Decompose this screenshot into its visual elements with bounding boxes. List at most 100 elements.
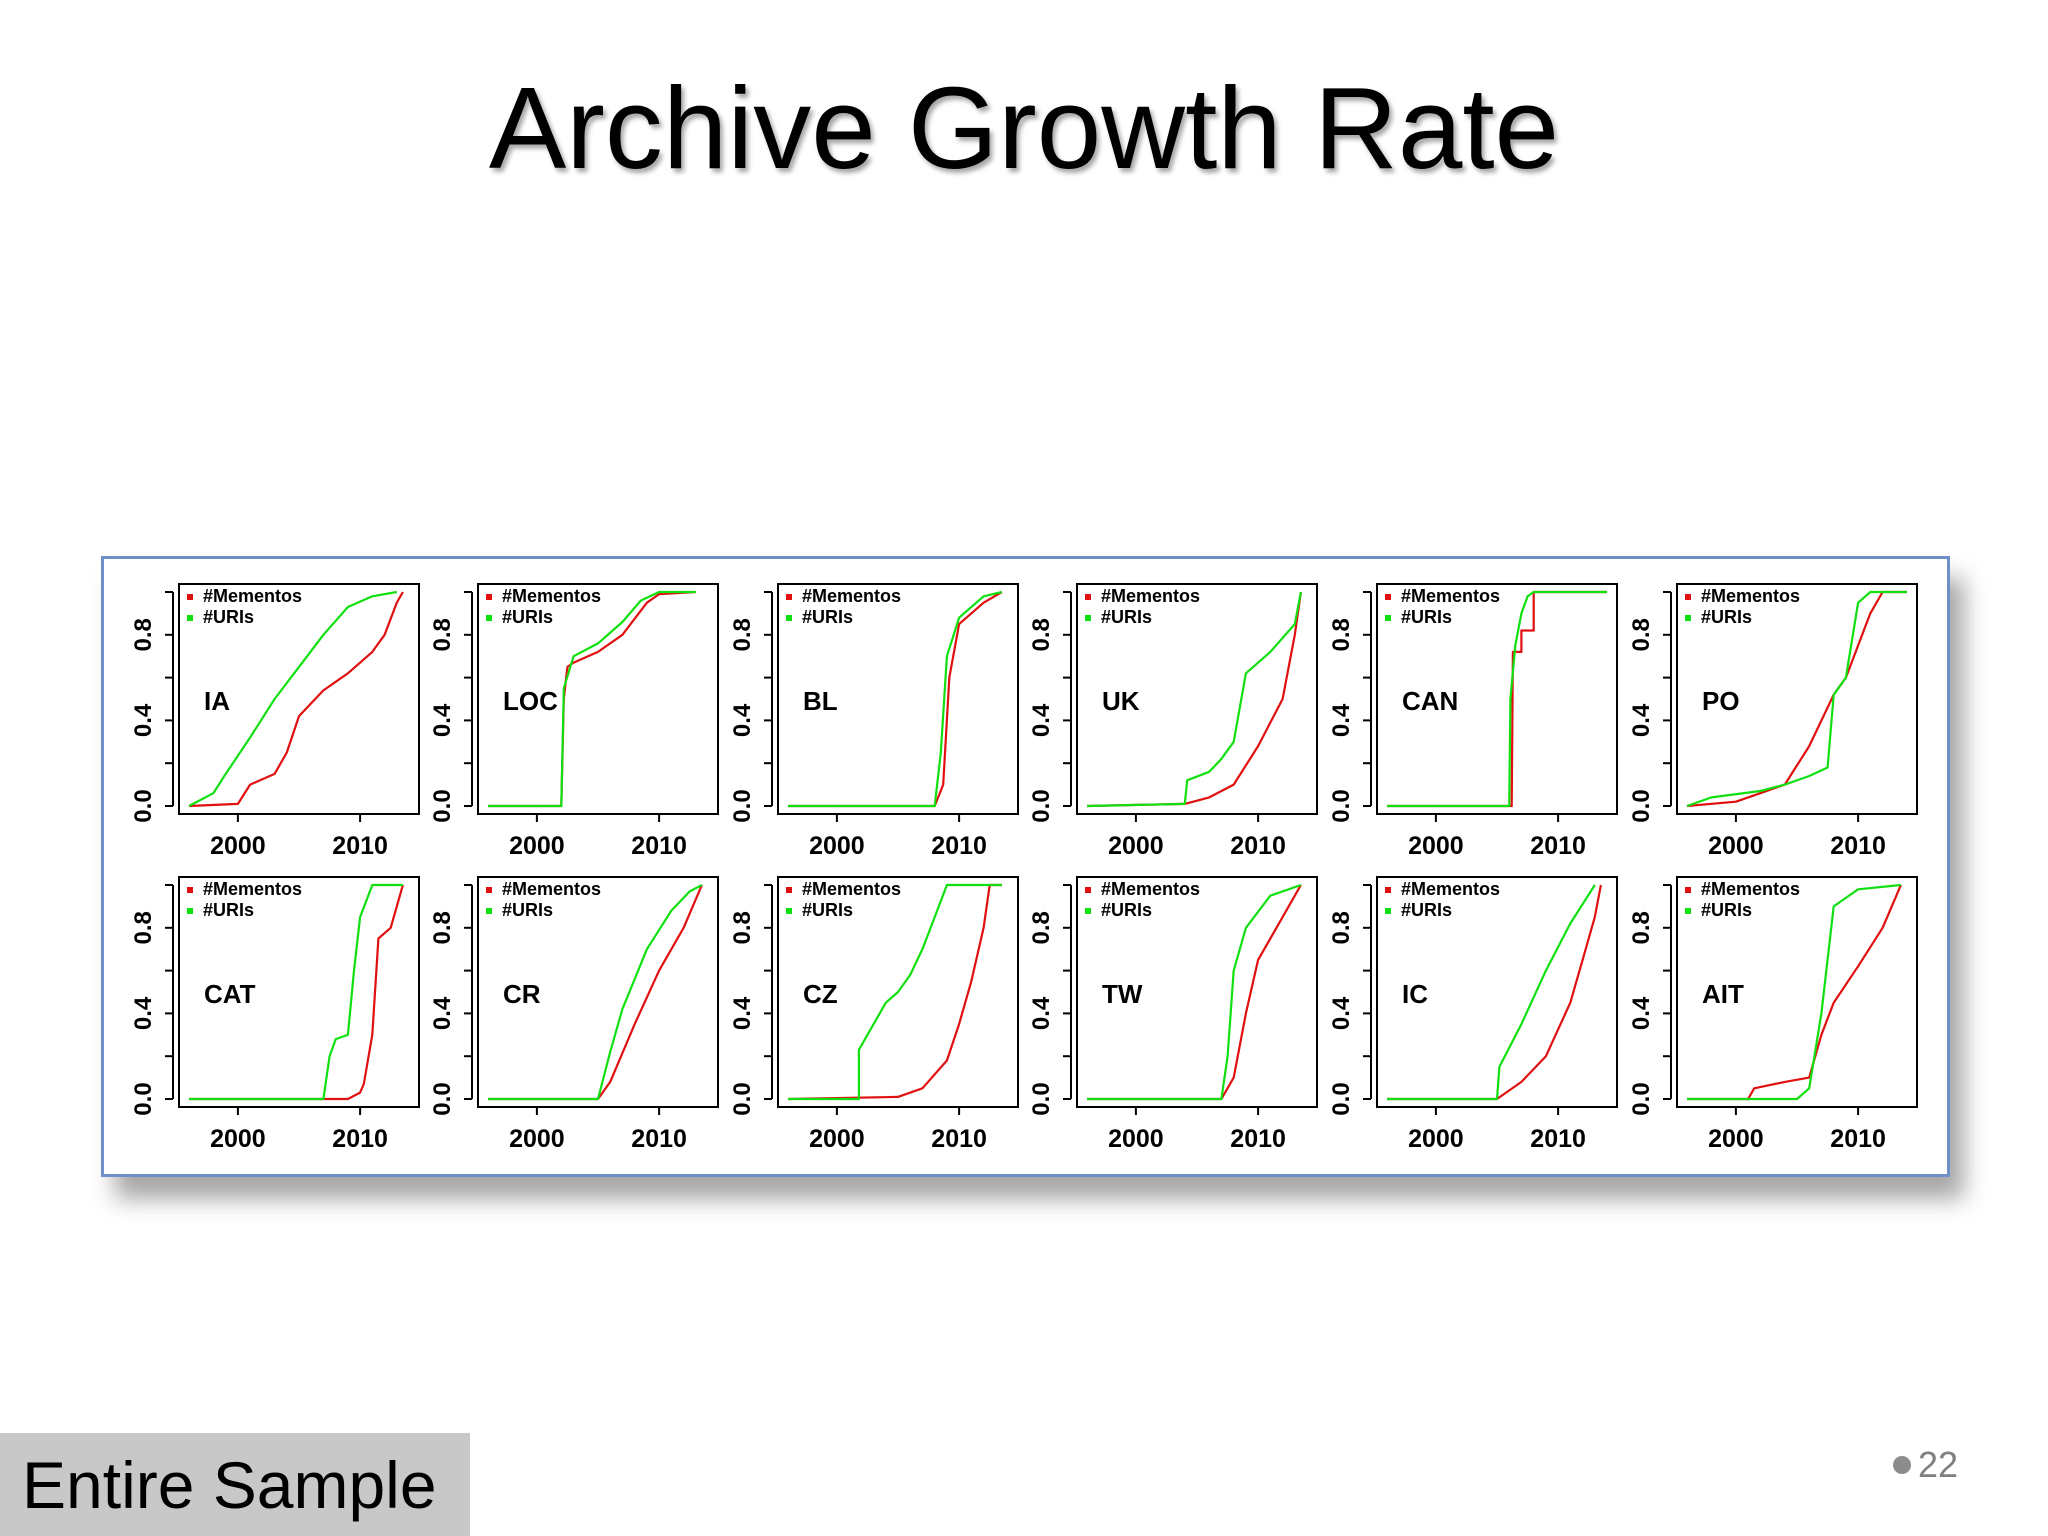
y-tick-label: 0.0 [1028, 1082, 1055, 1115]
series-line-uris [788, 883, 1002, 1101]
y-tick-label: 0.8 [429, 618, 456, 651]
footer-label-text: Entire Sample [22, 1448, 437, 1522]
x-tick-label: 2010 [1230, 832, 1286, 860]
y-tick-label: 0.8 [429, 911, 456, 944]
legend-swatch [1085, 887, 1091, 893]
y-tick-label: 0.0 [130, 1082, 157, 1115]
legend-label: #Mementos [502, 879, 601, 899]
y-tick-label: 0.0 [1028, 789, 1055, 822]
y-tick-label: 0.0 [429, 1082, 456, 1115]
figure-frame: #Mementos #URIs IA 2000 2010 0.0 0.4 0.8 #Mement… [101, 556, 1950, 1177]
legend-swatch [1085, 594, 1091, 600]
panel-tw: #Mementos#URIs TW 2000 2010 0.0 0.4 0.8 [1028, 876, 1318, 1153]
y-tick-label: 0.8 [130, 618, 157, 651]
y-tick-label: 0.4 [1628, 703, 1655, 737]
plot-box [777, 583, 1019, 815]
x-tick-label: 2000 [809, 1125, 865, 1153]
legend-swatch [1685, 594, 1691, 600]
legend-label: #URIs [502, 607, 553, 627]
panel-cat: #Mementos#URIs CAT 2000 2010 0.0 0.4 0.8 [130, 876, 420, 1153]
legend-label: #URIs [1401, 607, 1452, 627]
y-tick-label: 0.4 [729, 996, 756, 1030]
y-tick-label: 0.4 [429, 703, 456, 737]
series-line-uris [788, 590, 1003, 808]
y-tick-label: 0.8 [729, 911, 756, 944]
legend-label: #Mementos [1701, 879, 1800, 899]
legend-swatch [187, 908, 193, 914]
plot-box [1676, 583, 1918, 815]
legend-swatch [187, 887, 193, 893]
legend-swatch [786, 615, 792, 621]
y-tick-label: 0.0 [1328, 1082, 1355, 1115]
plot-box [1376, 876, 1618, 1108]
plot-box [477, 876, 719, 1108]
y-tick-label: 0.8 [1028, 618, 1055, 651]
series-line-mementos [1686, 590, 1907, 808]
series-line-uris [488, 590, 696, 808]
y-tick-label: 0.4 [130, 996, 157, 1030]
archive-label: TW [1102, 979, 1143, 1009]
legend-swatch [1685, 908, 1691, 914]
archive-label: IA [204, 686, 230, 716]
legend-swatch [1685, 615, 1691, 621]
panel-loc: #Mementos#URIs LOC 2000 2010 0.0 0.4 0.8 [429, 583, 719, 860]
panel-ic: #Mementos#URIs IC 2000 2010 0.0 0.4 0.8 [1328, 876, 1618, 1153]
series-line-uris [1387, 884, 1596, 1101]
archive-label: UK [1102, 686, 1140, 716]
footer-label: Entire Sample [0, 1433, 470, 1536]
legend-label: #URIs [802, 607, 853, 627]
y-tick-label: 0.4 [1328, 996, 1355, 1030]
legend-swatch [786, 594, 792, 600]
archive-label: CR [503, 979, 541, 1009]
archive-label: PO [1702, 686, 1740, 716]
y-tick-label: 0.4 [1028, 703, 1055, 737]
panel-cr: #Mementos#URIs CR 2000 2010 0.0 0.4 0.8 [429, 876, 719, 1153]
x-tick-label: 2010 [631, 832, 687, 860]
legend-label: #URIs [1701, 607, 1752, 627]
x-tick-label: 2000 [1108, 1125, 1164, 1153]
legend-swatch [486, 887, 492, 893]
slide-title: Archive Growth Rate [488, 63, 1560, 193]
x-tick-label: 2000 [210, 832, 266, 860]
legend-label: #URIs [1701, 900, 1752, 920]
legend-swatch [786, 887, 792, 893]
x-tick-label: 2000 [1708, 1125, 1764, 1153]
x-tick-label: 2000 [1408, 832, 1464, 860]
y-tick-label: 0.4 [1628, 996, 1655, 1030]
legend-label: #Mementos [1401, 586, 1500, 606]
legend-label: #Mementos [1401, 879, 1500, 899]
series-line-uris [1687, 883, 1902, 1101]
series-line-mementos [1387, 590, 1607, 808]
x-tick-label: 2010 [332, 1125, 388, 1153]
y-tick-label: 0.0 [1628, 1082, 1655, 1115]
legend-label: #URIs [802, 900, 853, 920]
legend-label: #URIs [502, 900, 553, 920]
legend-swatch [486, 908, 492, 914]
series-line-mementos [189, 884, 404, 1101]
legend-label: #Mementos [1101, 586, 1200, 606]
archive-label: AIT [1702, 979, 1744, 1009]
series-line-uris [1686, 590, 1907, 808]
x-tick-label: 2010 [332, 832, 388, 860]
series-line-uris [1087, 883, 1302, 1101]
legend-label: #Mementos [802, 586, 901, 606]
legend-label: #Mementos [1701, 586, 1800, 606]
legend-swatch [486, 594, 492, 600]
x-tick-label: 2010 [1530, 832, 1586, 860]
y-tick-label: 0.8 [1628, 618, 1655, 651]
y-tick-label: 0.4 [429, 996, 456, 1030]
plot-box [1076, 876, 1318, 1108]
y-tick-label: 0.4 [130, 703, 157, 737]
legend-label: #Mementos [1101, 879, 1200, 899]
y-tick-label: 0.0 [729, 1082, 756, 1115]
legend-label: #Mementos [502, 586, 601, 606]
archive-label: LOC [503, 686, 558, 716]
panel-uk: #Mementos#URIs UK 2000 2010 0.0 0.4 0.8 [1028, 583, 1318, 860]
page-number: 22 [1918, 1444, 1959, 1485]
legend-label: #Mementos [203, 879, 302, 899]
series-line-mementos [1387, 884, 1602, 1101]
series-line-uris [188, 590, 397, 807]
legend-label: #URIs [1401, 900, 1452, 920]
legend-label: #URIs [203, 900, 254, 920]
legend-label: #Mementos [203, 586, 302, 606]
